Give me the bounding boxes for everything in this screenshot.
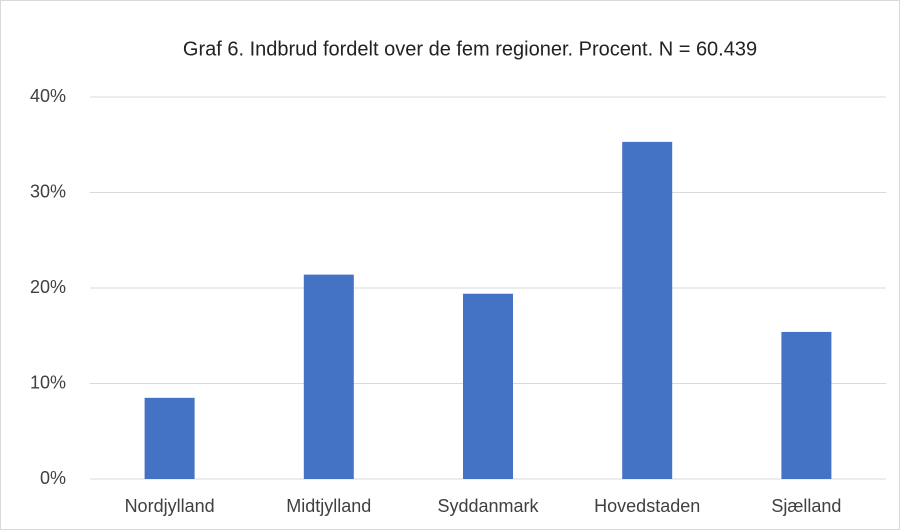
x-tick-label: Sjælland	[771, 496, 841, 516]
y-tick-label: 20%	[30, 277, 66, 297]
x-tick-label: Nordjylland	[125, 496, 215, 516]
bar	[144, 397, 195, 479]
y-tick-label: 10%	[30, 372, 66, 392]
bar	[622, 141, 673, 479]
bar	[781, 331, 832, 479]
bar	[303, 274, 354, 479]
y-tick-label: 30%	[30, 181, 66, 201]
y-tick-label: 40%	[30, 86, 66, 106]
x-tick-label: Syddanmark	[437, 496, 539, 516]
x-tick-label: Midtjylland	[286, 496, 371, 516]
bar	[463, 293, 513, 479]
chart-title: Graf 6. Indbrud fordelt over de fem regi…	[183, 38, 757, 60]
x-tick-label: Hovedstaden	[594, 496, 700, 516]
y-tick-label: 0%	[40, 468, 66, 488]
